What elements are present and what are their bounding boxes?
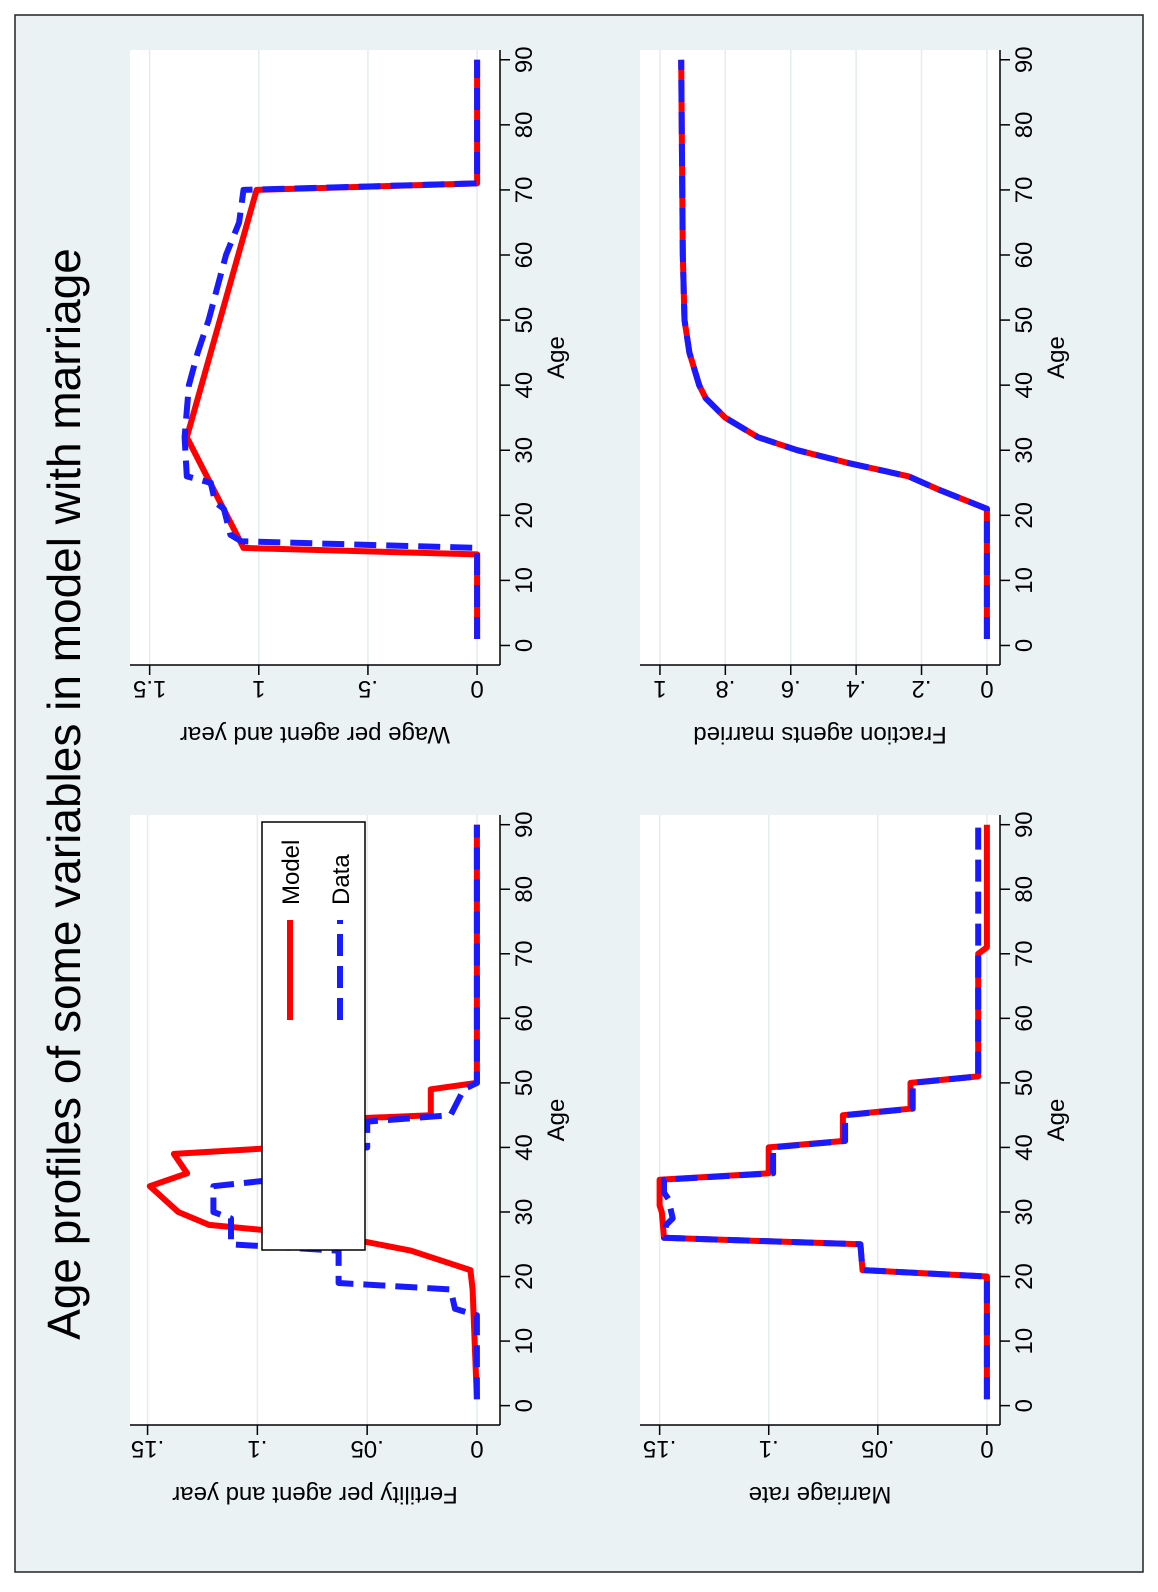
plot-area xyxy=(640,815,1000,1425)
y-tick-label: 1.5 xyxy=(133,675,166,702)
y-tick-label: .05 xyxy=(350,1435,383,1462)
series-line xyxy=(146,824,480,1400)
y-axis-title: Marriage rate xyxy=(749,1481,892,1508)
x-tick-label: 50 xyxy=(1011,307,1038,334)
legend-label: Data xyxy=(328,854,355,905)
x-tick-label: 60 xyxy=(511,242,538,269)
figure: Age profiles of some variables in model … xyxy=(14,14,1144,1573)
series-line xyxy=(181,59,481,639)
x-tick-label: 0 xyxy=(1011,1399,1038,1412)
series-line xyxy=(661,824,990,1400)
x-tick-label: 30 xyxy=(1011,437,1038,464)
x-tick-label: 0 xyxy=(511,639,538,652)
x-tick-label: 20 xyxy=(1011,502,1038,529)
x-tick-label: 40 xyxy=(1011,372,1038,399)
x-tick-label: 40 xyxy=(511,372,538,399)
x-axis-title: Age xyxy=(1043,1099,1070,1142)
figure-title: Age profiles of some variables in model … xyxy=(38,248,90,1340)
x-tick-label: 20 xyxy=(511,1263,538,1290)
x-tick-label: 40 xyxy=(1011,1134,1038,1161)
x-tick-label: 90 xyxy=(1011,46,1038,73)
y-tick-label: .15 xyxy=(643,1435,676,1462)
y-tick-label: 0 xyxy=(980,675,993,702)
y-tick-label: 0 xyxy=(470,1435,483,1462)
x-tick-label: 70 xyxy=(511,177,538,204)
series-line xyxy=(210,824,480,1400)
y-axis-title: Wage per agent and year xyxy=(180,721,450,748)
y-tick-label: .1 xyxy=(759,1435,779,1462)
y-tick-label: .05 xyxy=(861,1435,894,1462)
x-tick-label: 50 xyxy=(511,307,538,334)
x-tick-label: 60 xyxy=(511,1005,538,1032)
panel: 0.2.4.6.810102030405060708090AgeFraction… xyxy=(640,46,1070,748)
x-tick-label: 20 xyxy=(511,502,538,529)
panel: 0 .05 .1 .15 0 10 20 30 40 50 60 70 80 90 Age Fertility… xyxy=(130,811,570,1508)
x-tick-label: 10 xyxy=(1011,567,1038,594)
y-tick-label: .2 xyxy=(912,675,932,702)
x-tick-label: 50 xyxy=(1011,1070,1038,1097)
y-tick-label: .6 xyxy=(781,675,801,702)
y-tick-label: 1 xyxy=(252,675,265,702)
plot-area xyxy=(640,50,1000,665)
x-tick-label: 0 xyxy=(511,1399,538,1412)
x-tick-label: 10 xyxy=(1011,1328,1038,1355)
x-tick-label: 90 xyxy=(511,811,538,838)
y-tick-label: .8 xyxy=(715,675,735,702)
x-tick-label: 90 xyxy=(1011,811,1038,838)
y-axis-title: Fraction agents married xyxy=(693,721,946,748)
y-tick-label: .15 xyxy=(131,1435,164,1462)
x-tick-label: 90 xyxy=(511,46,538,73)
x-tick-label: 10 xyxy=(511,567,538,594)
x-tick-label: 10 xyxy=(511,1328,538,1355)
x-tick-label: 80 xyxy=(1011,876,1038,903)
x-axis-title: Age xyxy=(543,336,570,379)
x-tick-label: 30 xyxy=(1011,1199,1038,1226)
panel: 0 .5 1 1.5 0 10 20 30 40 50 60 70 80 90 Age Wage per ag… xyxy=(130,46,570,748)
legend-label: Model xyxy=(278,840,305,905)
x-tick-label: 20 xyxy=(1011,1263,1038,1290)
x-tick-label: 80 xyxy=(511,111,538,138)
y-tick-label: .1 xyxy=(247,1435,267,1462)
x-tick-label: 70 xyxy=(511,940,538,967)
x-axis-title: Age xyxy=(1043,336,1070,379)
x-tick-label: 70 xyxy=(1011,940,1038,967)
x-tick-label: 80 xyxy=(511,876,538,903)
x-tick-label: 70 xyxy=(1011,177,1038,204)
x-tick-label: 80 xyxy=(1011,111,1038,138)
x-tick-label: 0 xyxy=(1011,639,1038,652)
y-tick-label: 1 xyxy=(653,675,666,702)
x-tick-label: 60 xyxy=(1011,1005,1038,1032)
x-tick-label: 60 xyxy=(1011,242,1038,269)
y-tick-label: .5 xyxy=(358,675,378,702)
plot-area xyxy=(130,50,500,665)
y-tick-label: .4 xyxy=(846,675,866,702)
x-tick-label: 30 xyxy=(511,437,538,464)
x-axis-title: Age xyxy=(543,1099,570,1142)
series-line xyxy=(678,59,990,639)
x-tick-label: 50 xyxy=(511,1070,538,1097)
y-tick-label: 0 xyxy=(470,675,483,702)
x-tick-label: 30 xyxy=(511,1199,538,1226)
x-tick-label: 40 xyxy=(511,1134,538,1161)
panel: 0 .05 .1 .15 0 10 20 30 40 50 60 70 80 90 Age Marriage … xyxy=(640,811,1070,1508)
y-tick-label: 0 xyxy=(980,1435,993,1462)
y-axis-title: Fertility per agent and year xyxy=(172,1481,457,1508)
